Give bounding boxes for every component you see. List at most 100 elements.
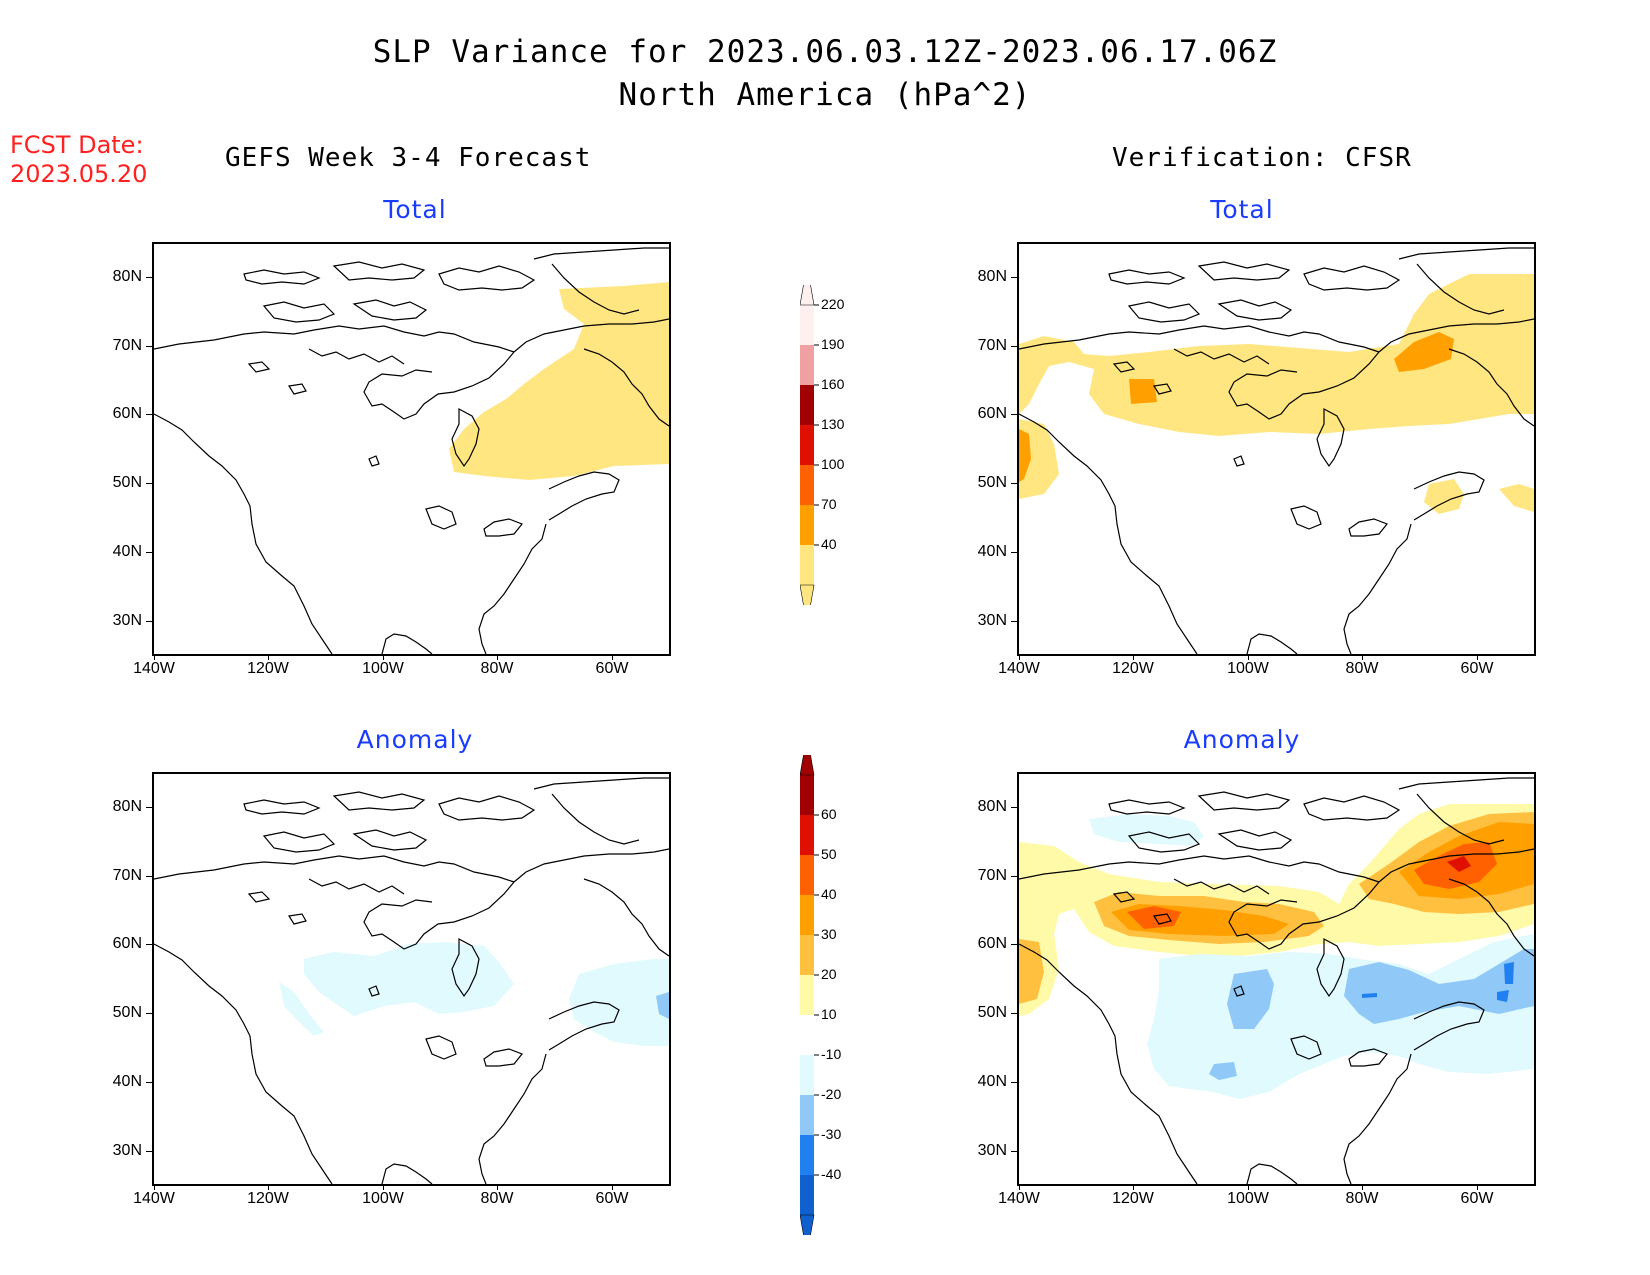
anomaly-colorbar-top-arrow [800,755,815,776]
verification-anomaly-shaded-region [1497,990,1509,1002]
verification-anomaly-shaded-region [1227,969,1274,1029]
lat-tick [1011,876,1017,877]
anomaly-colorbar-swatch [800,855,814,895]
lat-tick-label: 50N [977,1004,1007,1021]
coastline [1343,1053,1412,1184]
coastline [1378,318,1534,353]
lat-tick [1011,552,1017,553]
lat-tick [146,621,152,622]
verification-anomaly-shaded-region [1362,993,1377,998]
lat-tick [1011,807,1017,808]
coastline [1448,878,1534,957]
coastline [548,471,620,521]
total-colorbar-top-arrow [800,285,815,306]
forecast-anomaly-title: Anomaly [356,725,474,754]
lon-tick [1362,1184,1363,1190]
lon-tick [612,654,613,660]
lon-tick-label: 60W [595,660,629,677]
coastline [533,247,669,260]
total-colorbar-label: 130 [821,416,845,432]
coastline [381,1163,433,1184]
total-colorbar-swatch [800,305,814,345]
lon-tick-label: 100W [1227,1190,1269,1207]
lon-tick [268,1184,269,1190]
forecast-anomaly-shaded-region [656,992,669,1019]
verification-total-shaded-region [1499,484,1534,512]
lon-tick [1477,654,1478,660]
anomaly-colorbar-swatch [800,1095,814,1135]
coastline [548,1001,620,1051]
coastline [1233,455,1245,467]
fcst-date-value: 2023.05.20 [10,160,148,188]
coastline [363,881,515,950]
coastline [352,829,428,851]
lon-tick-label: 80W [1345,1190,1379,1207]
coastline [1290,1035,1322,1060]
anomaly-colorbar-swatch [800,815,814,855]
lon-tick [1362,654,1363,660]
coastline [1290,505,1322,530]
lon-tick [612,1184,613,1190]
coastline [154,413,333,654]
coastline [1112,891,1136,903]
lon-tick [1477,1184,1478,1190]
lat-tick [146,346,152,347]
lat-tick [1011,346,1017,347]
lon-tick-label: 120W [247,660,289,677]
lon-tick [1248,1184,1249,1190]
lon-tick [497,654,498,660]
coastline [1316,407,1345,468]
total-colorbar-label: 40 [821,536,837,552]
coastline [352,299,428,321]
forecast-total-title: Total [383,195,447,224]
lon-tick-label: 60W [1460,660,1494,677]
coastline [1233,985,1245,997]
coastline [332,261,426,281]
coastline [425,505,457,530]
lon-tick-label: 80W [480,1190,514,1207]
lat-tick-label: 60N [977,935,1007,952]
total-colorbar-swatch [800,425,814,465]
lat-tick-label: 70N [112,337,142,354]
coastline [425,1035,457,1060]
anomaly-colorbar-swatch [800,1175,814,1215]
coastline [1019,943,1198,1184]
lat-tick-label: 30N [112,612,142,629]
lat-tick-label: 40N [112,1073,142,1090]
coastline [247,891,271,903]
lon-tick [1019,1184,1020,1190]
verification-anomaly-shaded-region [1504,962,1514,984]
coastline [1217,299,1293,321]
total-colorbar-label: 100 [821,456,845,472]
lat-tick-label: 70N [977,337,1007,354]
lon-tick-label: 100W [362,1190,404,1207]
coastline [288,913,307,925]
total-colorbar-svg [800,285,819,605]
coastline [154,325,515,353]
coastline [551,263,640,315]
coastline [1316,937,1345,998]
lat-tick-label: 80N [977,798,1007,815]
coastline [1173,878,1270,895]
lat-tick-label: 30N [112,1142,142,1159]
anomaly-colorbar-swatch [800,975,814,1015]
forecast-anomaly-shaded-region [569,959,669,1046]
coastline [513,848,669,883]
lon-tick-label: 60W [595,1190,629,1207]
verification-anomaly-shaded-region [1089,814,1204,846]
lat-tick [1011,1013,1017,1014]
total-colorbar-label: 160 [821,376,845,392]
coastline [1153,383,1172,395]
verification-anomaly-shaded-region [1344,949,1534,1024]
coastline [1246,1163,1298,1184]
coastline [1112,361,1136,373]
lat-tick [146,552,152,553]
anomaly-colorbar-label: 60 [821,806,837,822]
coastline [1127,831,1201,853]
coastline [1228,881,1380,950]
verification-total-shaded-region [1129,379,1157,404]
total-colorbar-swatch [800,385,814,425]
coastline [1378,848,1534,883]
lat-tick-label: 50N [112,474,142,491]
chart-title: SLP Variance for 2023.06.03.12Z-2023.06.… [372,34,1278,70]
